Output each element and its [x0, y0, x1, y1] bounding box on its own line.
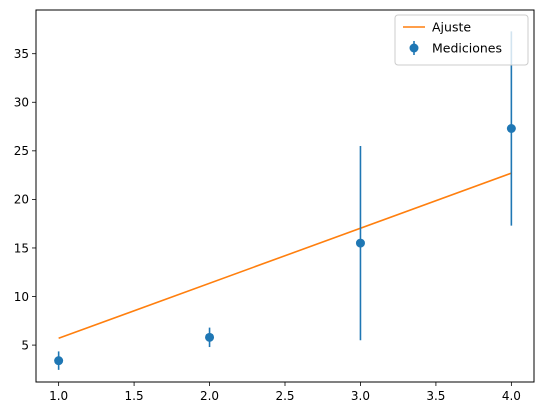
data-marks: [54, 31, 516, 370]
data-point: [355, 238, 365, 248]
y-axis: 5 10 15 20 25 30 35: [14, 47, 36, 352]
x-tick-label: 1.0: [49, 389, 68, 403]
x-tick-label: 2.5: [275, 389, 294, 403]
x-tick-label: 3.5: [426, 389, 445, 403]
plot-background: [36, 10, 534, 382]
legend: Ajuste Mediciones: [394, 14, 529, 66]
y-tick-label: 25: [14, 144, 29, 158]
y-tick-label: 5: [21, 338, 29, 352]
legend-label-ajuste: Ajuste: [432, 20, 471, 35]
y-tick-label: 15: [14, 241, 29, 255]
x-tick-label: 1.5: [125, 389, 144, 403]
x-tick-label: 4.0: [502, 389, 521, 403]
legend-label-mediciones: Mediciones: [432, 41, 502, 56]
y-tick-label: 30: [14, 96, 29, 110]
data-point: [54, 356, 64, 366]
x-tick-label: 2.0: [200, 389, 219, 403]
legend-box: [394, 14, 529, 66]
y-tick-label: 20: [14, 193, 29, 207]
x-axis: 1.0 1.5 2.0 2.5 3.0 3.5 4.0: [49, 382, 521, 403]
y-tick-label: 35: [14, 47, 29, 61]
y-tick-label: 10: [14, 290, 29, 304]
x-tick-label: 3.0: [351, 389, 370, 403]
legend-swatch-mediciones-marker: [409, 43, 419, 53]
fit-line: [58, 172, 512, 340]
data-point: [506, 123, 516, 133]
data-point: [205, 332, 215, 342]
